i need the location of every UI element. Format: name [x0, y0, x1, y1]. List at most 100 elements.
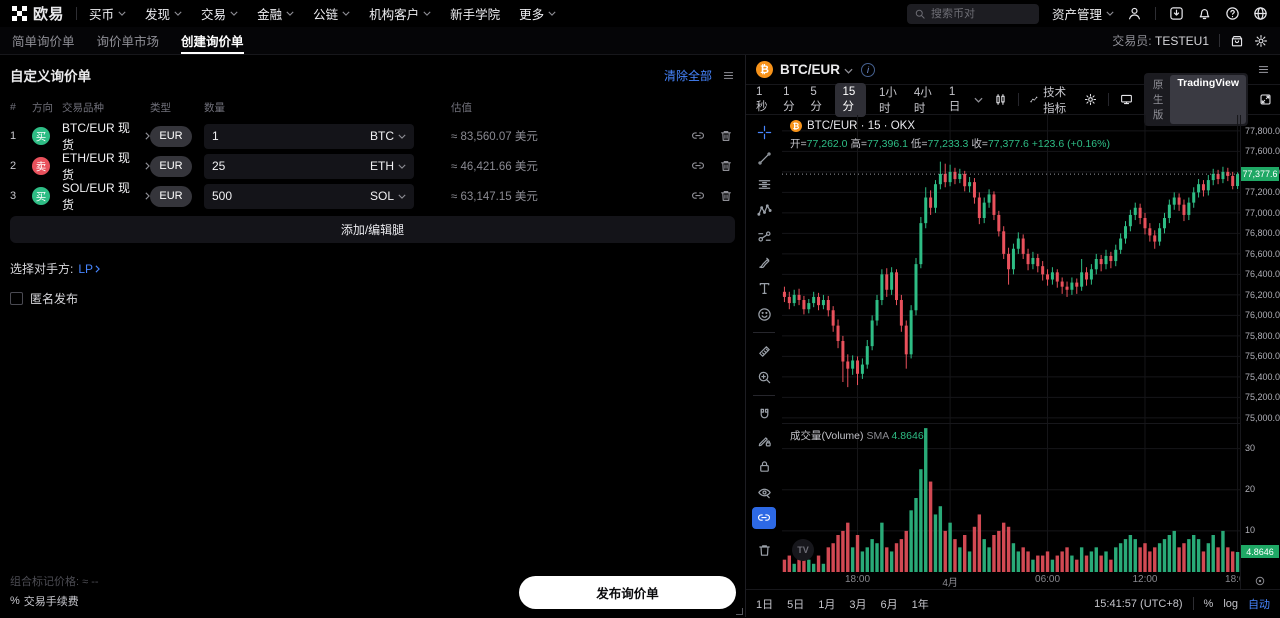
clear-all-link[interactable]: 清除全部: [663, 68, 712, 83]
user-icon[interactable]: [1127, 6, 1142, 21]
remove-drawings-trash-icon[interactable]: [752, 539, 776, 561]
timeframe-1m[interactable]: 1分: [783, 85, 795, 113]
hide-drawings-icon[interactable]: [752, 481, 776, 503]
trend-line-tool-icon[interactable]: [752, 147, 776, 169]
pattern-tool-icon[interactable]: [752, 199, 776, 221]
panel-resize-handle-icon[interactable]: [722, 69, 735, 82]
time-axis[interactable]: 18:00 4月 06:00 12:00 18:00: [782, 571, 1240, 589]
menu-chain[interactable]: 公链: [313, 4, 350, 23]
currency-dropdown[interactable]: SOL: [370, 189, 406, 203]
asset-management-menu[interactable]: 资产管理: [1052, 4, 1114, 23]
menu-more[interactable]: 更多: [519, 4, 556, 23]
volume-pane[interactable]: 成交量(Volume) SMA 4.8646 TV: [782, 423, 1240, 572]
volume-histogram[interactable]: [782, 424, 1240, 572]
range-3m[interactable]: 3月: [849, 598, 867, 611]
delete-leg-icon[interactable]: [719, 129, 733, 143]
emoji-tool-icon[interactable]: [752, 303, 776, 325]
settings-gear-icon[interactable]: [1254, 34, 1268, 48]
amount-input[interactable]: 500 SOL: [204, 183, 414, 209]
amount-input[interactable]: 25 ETH: [204, 153, 414, 179]
lock-all-drawings-icon[interactable]: [752, 455, 776, 477]
search-input[interactable]: [930, 7, 1021, 20]
timeframe-5m[interactable]: 5分: [810, 85, 822, 113]
link-legs-icon[interactable]: [691, 159, 705, 173]
candle-style-icon[interactable]: [994, 93, 1007, 106]
toggle-tradingview-version[interactable]: TradingView: [1170, 75, 1246, 124]
language-globe-icon[interactable]: [1253, 6, 1268, 21]
delete-leg-icon[interactable]: [719, 189, 733, 203]
menu-academy[interactable]: 新手学院: [450, 8, 501, 22]
fib-tool-icon[interactable]: [752, 173, 776, 195]
crosshair-tool-icon[interactable]: [752, 121, 776, 143]
add-edit-legs-button[interactable]: 添加/编辑腿: [10, 216, 735, 243]
pair-selector[interactable]: ETH/EUR 现货: [62, 149, 150, 183]
chart-settings-gear-icon[interactable]: [1084, 93, 1097, 106]
indicators-button[interactable]: 技术指标: [1029, 84, 1073, 116]
position-tool-icon[interactable]: [752, 225, 776, 247]
tab-create-rfq[interactable]: 创建询价单: [181, 27, 244, 54]
panel-resize-corner[interactable]: [736, 608, 743, 615]
help-icon[interactable]: [1225, 6, 1240, 21]
multi-chart-layout-icon[interactable]: [1120, 93, 1133, 106]
scroll-to-realtime-icon[interactable]: [1254, 575, 1266, 587]
measure-ruler-tool-icon[interactable]: [752, 340, 776, 362]
range-1d[interactable]: 1日: [756, 598, 774, 611]
percent-scale-button[interactable]: %: [1203, 597, 1214, 610]
panel-menu-icon[interactable]: [1257, 63, 1270, 76]
counterparty-selector[interactable]: LP: [78, 262, 100, 276]
timeframe-15m[interactable]: 15分: [835, 82, 866, 117]
tab-rfq-market[interactable]: 询价单市场: [96, 35, 160, 49]
fullscreen-expand-icon[interactable]: [1259, 93, 1272, 106]
type-pill[interactable]: EUR: [150, 155, 192, 177]
log-scale-button[interactable]: log: [1223, 597, 1238, 610]
link-legs-icon[interactable]: [691, 129, 705, 143]
publish-rfq-button[interactable]: 发布询价单: [519, 576, 736, 609]
timeframe-dropdown-chevron[interactable]: [974, 94, 983, 106]
candlestick-chart[interactable]: [782, 115, 1240, 423]
currency-dropdown[interactable]: BTC: [370, 129, 406, 143]
timeframe-1s[interactable]: 1秒: [756, 85, 768, 113]
symbol-dropdown-chevron[interactable]: [844, 61, 853, 79]
menu-buy-crypto[interactable]: 买币: [89, 4, 126, 23]
type-pill[interactable]: EUR: [150, 185, 192, 207]
link-legs-icon[interactable]: [691, 189, 705, 203]
okx-logo[interactable]: 欧易: [12, 3, 64, 24]
range-1m[interactable]: 1月: [818, 598, 836, 611]
symbol-info-icon[interactable]: i: [861, 62, 875, 77]
toggle-native-version[interactable]: 原生版: [1152, 79, 1164, 121]
search-box[interactable]: [906, 3, 1039, 24]
timeframe-4h[interactable]: 4小时: [913, 86, 932, 115]
menu-finance[interactable]: 金融: [257, 4, 294, 23]
zoom-in-tool-icon[interactable]: [752, 366, 776, 388]
currency-dropdown[interactable]: ETH: [370, 159, 406, 173]
magnet-tool-icon[interactable]: [752, 403, 776, 425]
menu-trade[interactable]: 交易: [201, 4, 238, 23]
anonymous-checkbox[interactable]: [10, 292, 23, 305]
timeframe-1h[interactable]: 1小时: [878, 86, 897, 115]
range-1y[interactable]: 1年: [911, 598, 929, 611]
price-pane[interactable]: ₿ BTC/EUR · 15 · OKX 开=77,262.0 高=77,396…: [782, 115, 1240, 423]
delete-leg-icon[interactable]: [719, 159, 733, 173]
pair-selector[interactable]: SOL/EUR 现货: [62, 179, 150, 213]
timeframe-1d[interactable]: 1日: [948, 85, 961, 113]
menu-institutional[interactable]: 机构客户: [369, 4, 431, 23]
menu-discover[interactable]: 发现: [145, 4, 182, 23]
text-tool-icon[interactable]: [752, 277, 776, 299]
range-6m[interactable]: 6月: [880, 598, 898, 611]
tab-simple-rfq[interactable]: 简单询价单: [12, 35, 75, 49]
range-5d[interactable]: 5日: [787, 598, 805, 611]
type-pill[interactable]: EUR: [150, 125, 192, 147]
chart-clock[interactable]: 15:41:57 (UTC+8): [1094, 597, 1183, 610]
download-app-icon[interactable]: [1169, 6, 1184, 21]
orders-icon[interactable]: [1230, 34, 1244, 48]
price-axis[interactable]: 77,377.6 4.8646 77,800.077,600.077,400.0…: [1240, 115, 1280, 589]
chart-plot-area[interactable]: ₿ BTC/EUR · 15 · OKX 开=77,262.0 高=77,396…: [782, 115, 1240, 589]
pair-selector[interactable]: BTC/EUR 现货: [62, 119, 150, 153]
brush-tool-icon[interactable]: [752, 251, 776, 273]
notifications-bell-icon[interactable]: [1197, 6, 1212, 21]
auto-scale-button[interactable]: 自动: [1248, 598, 1270, 611]
tradingview-watermark-icon[interactable]: TV: [792, 539, 814, 561]
amount-input[interactable]: 1 BTC: [204, 123, 414, 149]
drawing-edit-lock-icon[interactable]: [752, 429, 776, 451]
sync-drawings-link-icon[interactable]: [752, 507, 776, 529]
